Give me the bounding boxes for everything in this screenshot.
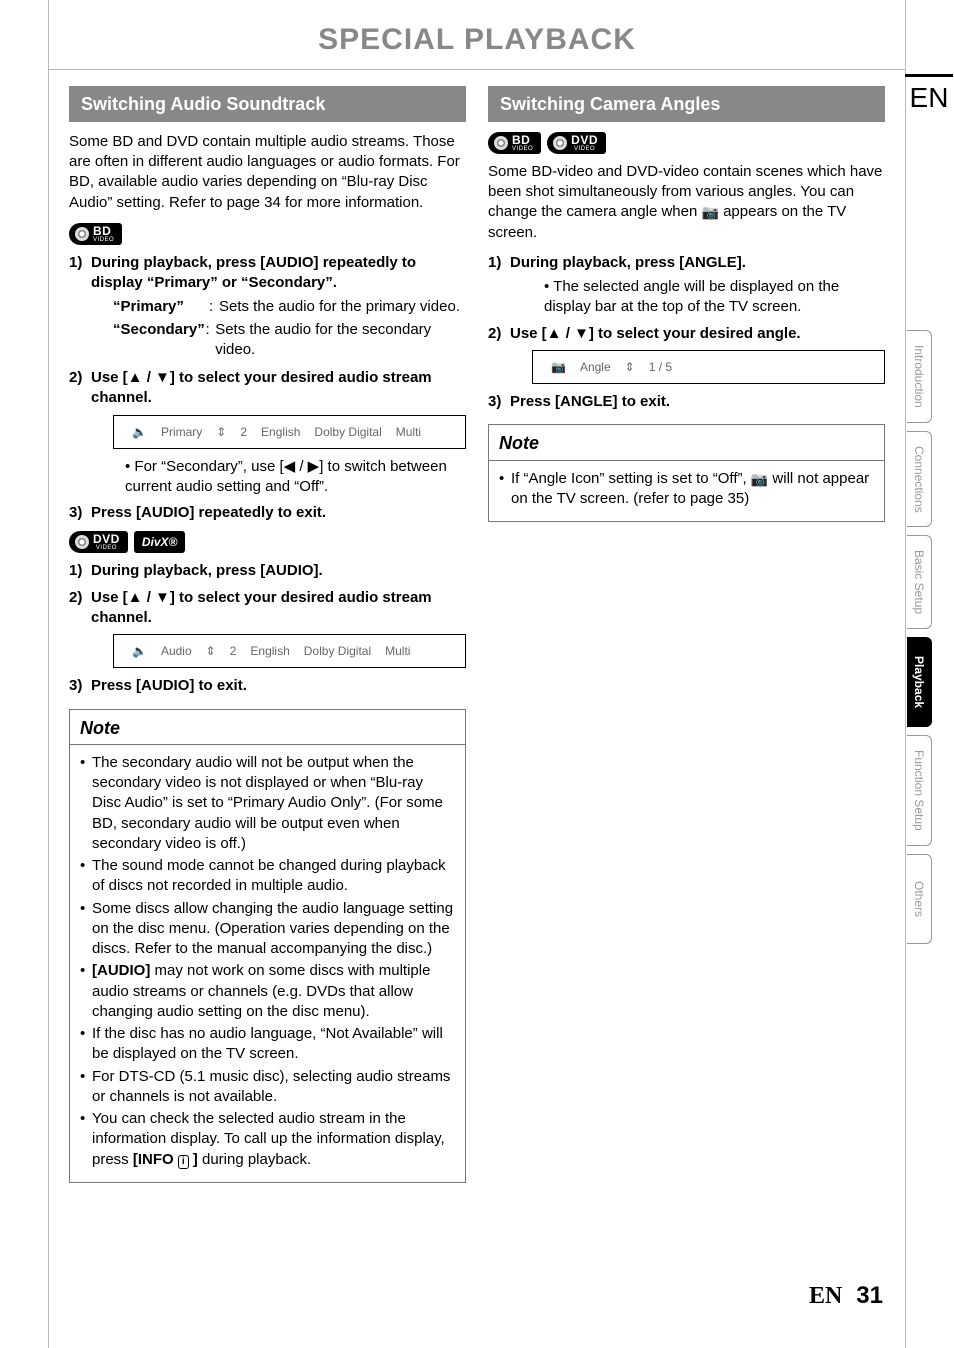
secondary-note-list: For “Secondary”, use [◀ / ▶] to switch b… xyxy=(91,457,466,498)
audio-note-box: Note The secondary audio will not be out… xyxy=(69,709,466,1183)
dvd-text: DVD xyxy=(93,532,120,546)
page-frame: SPECIAL PLAYBACK EN Introduction Connect… xyxy=(48,0,906,1348)
dvd-sub: VIDEO xyxy=(93,545,120,551)
bd-step2: Use [▲ / ▼] to select your desired audio… xyxy=(91,369,432,406)
info-icon: i xyxy=(178,1155,189,1169)
bd-sub: VIDEO xyxy=(93,237,114,243)
angle-steps: 1)During playback, press [ANGLE]. The se… xyxy=(488,253,885,412)
tab-function-setup[interactable]: Function Setup xyxy=(907,735,932,846)
osd-angle-label: Angle xyxy=(580,359,611,375)
osd-num: 2 xyxy=(230,643,237,659)
bd-step3: Press [AUDIO] repeatedly to exit. xyxy=(91,504,326,521)
divx-badge: DivX® xyxy=(134,531,186,553)
osd-num: 2 xyxy=(240,424,247,440)
dvd-video-badge: DVDVIDEO xyxy=(69,531,128,553)
disc-icon xyxy=(75,535,89,549)
osd-channels: Multi xyxy=(385,643,410,659)
dvd-video-badge: DVDVIDEO xyxy=(547,132,606,154)
page-title: SPECIAL PLAYBACK xyxy=(49,0,905,70)
desc-primary: Sets the audio for the primary video. xyxy=(219,297,460,317)
note-heading: Note xyxy=(70,710,465,745)
osd-dvd-audio: Audio 2 English Dolby Digital Multi xyxy=(113,634,466,668)
osd-lang: English xyxy=(250,643,289,659)
speaker-icon xyxy=(132,424,147,440)
bd-dvd-badge-row: BDVIDEO DVDVIDEO xyxy=(488,132,885,154)
page-footer: EN 31 xyxy=(809,1280,883,1312)
audio-notes-list: The secondary audio will not be output w… xyxy=(80,753,455,1170)
primary-secondary-defs: “Primary”:Sets the audio for the primary… xyxy=(91,297,466,360)
dvd-step3: Press [AUDIO] to exit. xyxy=(91,677,247,694)
note-item: The sound mode cannot be changed during … xyxy=(80,856,455,897)
tab-introduction[interactable]: Introduction xyxy=(907,330,932,423)
note-item: Some discs allow changing the audio lang… xyxy=(80,899,455,960)
dvd-step1: During playback, press [AUDIO]. xyxy=(91,562,323,579)
note-heading: Note xyxy=(489,425,884,460)
term-primary: “Primary” xyxy=(113,297,209,317)
note-item: The secondary audio will not be output w… xyxy=(80,753,455,854)
tab-playback[interactable]: Playback xyxy=(907,637,932,727)
osd-channels: Multi xyxy=(396,424,421,440)
angle-intro: Some BD-video and DVD-video contain scen… xyxy=(488,162,885,243)
secondary-off-note: For “Secondary”, use [◀ / ▶] to switch b… xyxy=(125,457,466,498)
bd-badge-row: BDVIDEO xyxy=(69,223,466,245)
angle-step2: Use [▲ / ▼] to select your desired angle… xyxy=(510,325,801,342)
right-column: Switching Camera Angles BDVIDEO DVDVIDEO… xyxy=(488,86,885,1183)
bd-video-badge: BDVIDEO xyxy=(488,132,541,154)
heading-audio: Switching Audio Soundtrack xyxy=(69,86,466,122)
updown-icon xyxy=(206,643,216,659)
angle-note-item: If “Angle Icon” setting is set to “Off”,… xyxy=(499,469,874,510)
section-tabs: Introduction Connections Basic Setup Pla… xyxy=(907,330,953,952)
disc-icon xyxy=(494,136,508,150)
angle-step3: Press [ANGLE] to exit. xyxy=(510,393,670,410)
left-column: Switching Audio Soundtrack Some BD and D… xyxy=(69,86,466,1183)
osd-angle: Angle 1 / 5 xyxy=(532,350,885,384)
angle-note-box: Note If “Angle Icon” setting is set to “… xyxy=(488,424,885,522)
dvd-steps: 1)During playback, press [AUDIO]. 2)Use … xyxy=(69,561,466,696)
audio-intro: Some BD and DVD contain multiple audio s… xyxy=(69,132,466,213)
angle-step1: During playback, press [ANGLE]. xyxy=(510,254,746,271)
osd-angle-value: 1 / 5 xyxy=(649,359,672,375)
language-tag: EN xyxy=(905,74,953,117)
footer-lang: EN xyxy=(809,1280,842,1312)
tab-others[interactable]: Others xyxy=(907,854,932,944)
tab-basic-setup[interactable]: Basic Setup xyxy=(907,535,932,629)
camera-angle-icon xyxy=(701,202,718,222)
note-item: [AUDIO] may not work on some discs with … xyxy=(80,961,455,1022)
heading-angles: Switching Camera Angles xyxy=(488,86,885,122)
tab-connections[interactable]: Connections xyxy=(907,431,932,528)
updown-icon xyxy=(216,424,226,440)
dvd-divx-badge-row: DVDVIDEO DivX® xyxy=(69,531,466,553)
angle-step1-note: The selected angle will be displayed on … xyxy=(544,277,885,318)
two-column-layout: Switching Audio Soundtrack Some BD and D… xyxy=(49,86,905,1183)
disc-icon xyxy=(553,136,567,150)
disc-icon xyxy=(75,227,89,241)
osd-lang: English xyxy=(261,424,300,440)
osd-primary-audio: Primary 2 English Dolby Digital Multi xyxy=(113,415,466,449)
bd-steps: 1)During playback, press [AUDIO] repeate… xyxy=(69,253,466,524)
note-item: If the disc has no audio language, “Not … xyxy=(80,1024,455,1065)
osd-label: Audio xyxy=(161,643,192,659)
footer-page-number: 31 xyxy=(856,1280,883,1312)
dvd-step2: Use [▲ / ▼] to select your desired audio… xyxy=(91,589,432,626)
osd-codec: Dolby Digital xyxy=(314,424,381,440)
osd-label: Primary xyxy=(161,424,202,440)
desc-secondary: Sets the audio for the secondary video. xyxy=(215,320,466,361)
note-item: For DTS-CD (5.1 music disc), selecting a… xyxy=(80,1067,455,1108)
camera-angle-icon xyxy=(551,359,566,375)
updown-icon xyxy=(625,359,635,375)
osd-codec: Dolby Digital xyxy=(304,643,371,659)
bd-step1: During playback, press [AUDIO] repeatedl… xyxy=(91,254,416,291)
bd-video-badge: BDVIDEO xyxy=(69,223,122,245)
speaker-icon xyxy=(132,643,147,659)
bd-text: BD xyxy=(93,224,111,238)
camera-angle-icon xyxy=(751,469,768,489)
note-item: You can check the selected audio stream … xyxy=(80,1109,455,1170)
term-secondary: “Secondary” xyxy=(113,320,206,361)
